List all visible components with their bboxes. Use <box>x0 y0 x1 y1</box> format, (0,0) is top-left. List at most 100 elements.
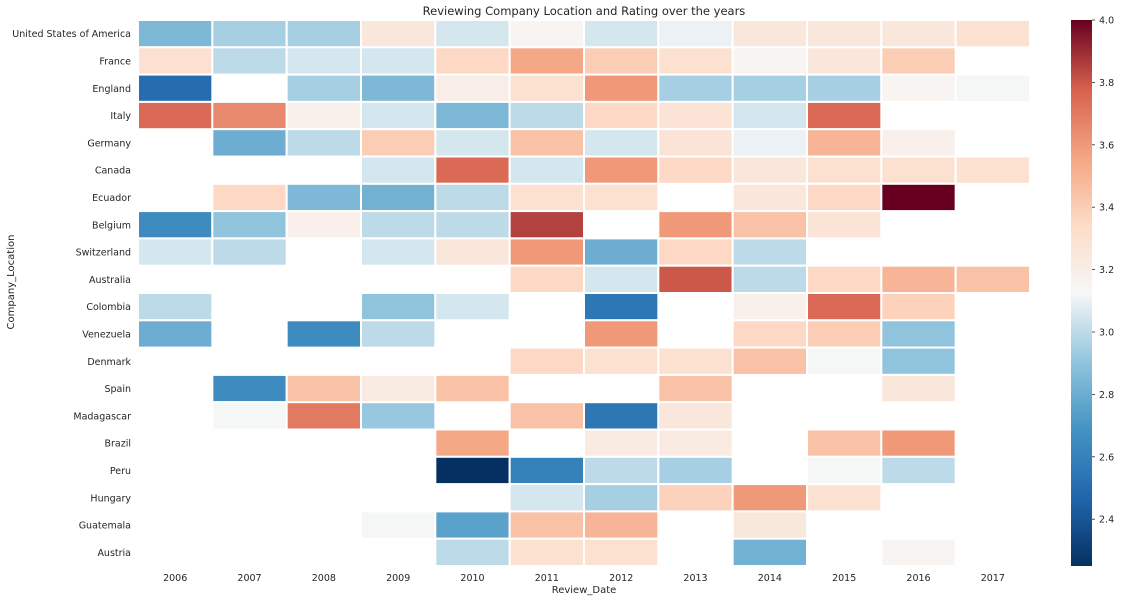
heatmap-cell <box>508 100 585 131</box>
heatmap-cell <box>880 19 957 49</box>
heatmap-cell <box>285 73 362 103</box>
heatmap-cell <box>731 510 809 540</box>
x-tick-label: 2011 <box>535 573 559 584</box>
y-tick-labels: United States of America France England Ita… <box>12 29 131 559</box>
heatmap-cell <box>285 319 362 349</box>
x-tick-label: 2009 <box>386 573 410 584</box>
y-tick-label: Madagascar <box>73 411 131 422</box>
y-tick-label: Colombia <box>86 302 131 313</box>
heatmap-cell <box>434 100 511 131</box>
heatmap-cell <box>583 100 660 131</box>
heatmap-cell <box>806 128 883 158</box>
heatmap-cell <box>583 428 660 458</box>
y-tick-label: Germany <box>87 138 131 149</box>
chart-title: Reviewing Company Location and Rating ov… <box>423 4 746 18</box>
heatmap-cell <box>360 319 437 349</box>
heatmap-cell <box>285 373 362 404</box>
heatmap-cell <box>880 319 957 349</box>
heatmap-cell <box>434 292 511 322</box>
x-tick-label: 2016 <box>906 573 930 584</box>
heatmap-cell <box>508 455 585 486</box>
y-tick-label: France <box>99 56 131 67</box>
heatmap-cell <box>954 19 1032 49</box>
colorbar-tick-label: 2.4 <box>1099 515 1114 526</box>
heatmap-cell <box>583 537 660 568</box>
heatmap-cell <box>954 155 1032 185</box>
heatmap-cell <box>657 373 734 404</box>
heatmap-cell <box>880 128 957 158</box>
heatmap-cell <box>360 128 437 158</box>
heatmap-cell <box>583 264 660 295</box>
heatmap-cell <box>731 537 809 568</box>
heatmap-cell <box>211 128 288 158</box>
heatmap-cell <box>434 155 511 185</box>
x-tick-label: 2008 <box>312 573 336 584</box>
colorbar-tick-label: 2.6 <box>1099 452 1114 463</box>
heatmap-cell <box>583 237 660 267</box>
heatmap-cell <box>434 210 511 240</box>
heatmap-cell <box>508 346 585 376</box>
heatmap-cell <box>137 100 214 131</box>
y-tick-label: Denmark <box>87 357 131 368</box>
heatmap-cell <box>360 100 437 131</box>
heatmap-cell <box>657 264 734 295</box>
x-axis-label: Review_Date <box>552 585 617 596</box>
heatmap-cell <box>285 182 362 213</box>
y-tick-label: Switzerland <box>76 248 131 259</box>
heatmap-cell <box>360 73 437 103</box>
heatmap-cell <box>211 46 288 76</box>
heatmap-cell <box>583 19 660 49</box>
heatmap-cell <box>657 346 734 376</box>
colorbar-ticks: 2.4 2.6 2.8 3.0 3.2 3.4 3.6 3.8 4.0 <box>1092 16 1114 526</box>
y-tick-label: Austria <box>97 548 131 559</box>
heatmap-cell <box>434 128 511 158</box>
heatmap-cell <box>360 210 437 240</box>
heatmap-cell <box>508 510 585 540</box>
heatmap-cell <box>508 155 585 185</box>
y-tick-label: Hungary <box>90 493 131 504</box>
x-tick-label: 2015 <box>832 573 856 584</box>
colorbar-tick-label: 3.0 <box>1099 328 1114 339</box>
colorbar-tick-label: 4.0 <box>1099 16 1114 27</box>
heatmap-cell <box>360 46 437 76</box>
heatmap-cell <box>137 46 214 76</box>
heatmap-cell <box>360 182 437 213</box>
heatmap-cell <box>880 73 957 103</box>
heatmap-cell <box>508 483 585 513</box>
heatmap-cell <box>434 73 511 103</box>
heatmap-cell <box>211 237 288 267</box>
heatmap-cell <box>360 237 437 267</box>
heatmap-cell <box>806 264 883 295</box>
heatmap-cell <box>583 455 660 486</box>
heatmap-cell <box>583 292 660 322</box>
colorbar-tick-label: 3.2 <box>1099 265 1114 276</box>
heatmap-cell <box>731 73 809 103</box>
heatmap-cell <box>434 19 511 49</box>
heatmap-cell <box>508 46 585 76</box>
heatmap-cell <box>434 46 511 76</box>
heatmap-cell <box>806 210 883 240</box>
heatmap-cell <box>285 401 362 431</box>
x-tick-label: 2010 <box>460 573 484 584</box>
heatmap-cell <box>137 237 214 267</box>
heatmap-cell <box>880 182 957 213</box>
heatmap-cell <box>211 401 288 431</box>
heatmap-cell <box>434 455 511 486</box>
heatmap-cell <box>806 19 883 49</box>
heatmap-cell <box>360 401 437 431</box>
x-tick-label: 2006 <box>163 573 187 584</box>
colorbar-tick-label: 2.8 <box>1099 390 1114 401</box>
heatmap-cell <box>360 19 437 49</box>
heatmap-cell <box>360 510 437 540</box>
y-tick-label: Canada <box>95 166 131 177</box>
heatmap-cell <box>880 264 957 295</box>
x-tick-label: 2014 <box>758 573 782 584</box>
heatmap-cell <box>434 237 511 267</box>
heatmap-cell <box>583 319 660 349</box>
heatmap-cell <box>731 483 809 513</box>
y-tick-label: Ecuador <box>92 193 131 204</box>
heatmap-cell <box>360 292 437 322</box>
colorbar <box>1071 20 1092 566</box>
